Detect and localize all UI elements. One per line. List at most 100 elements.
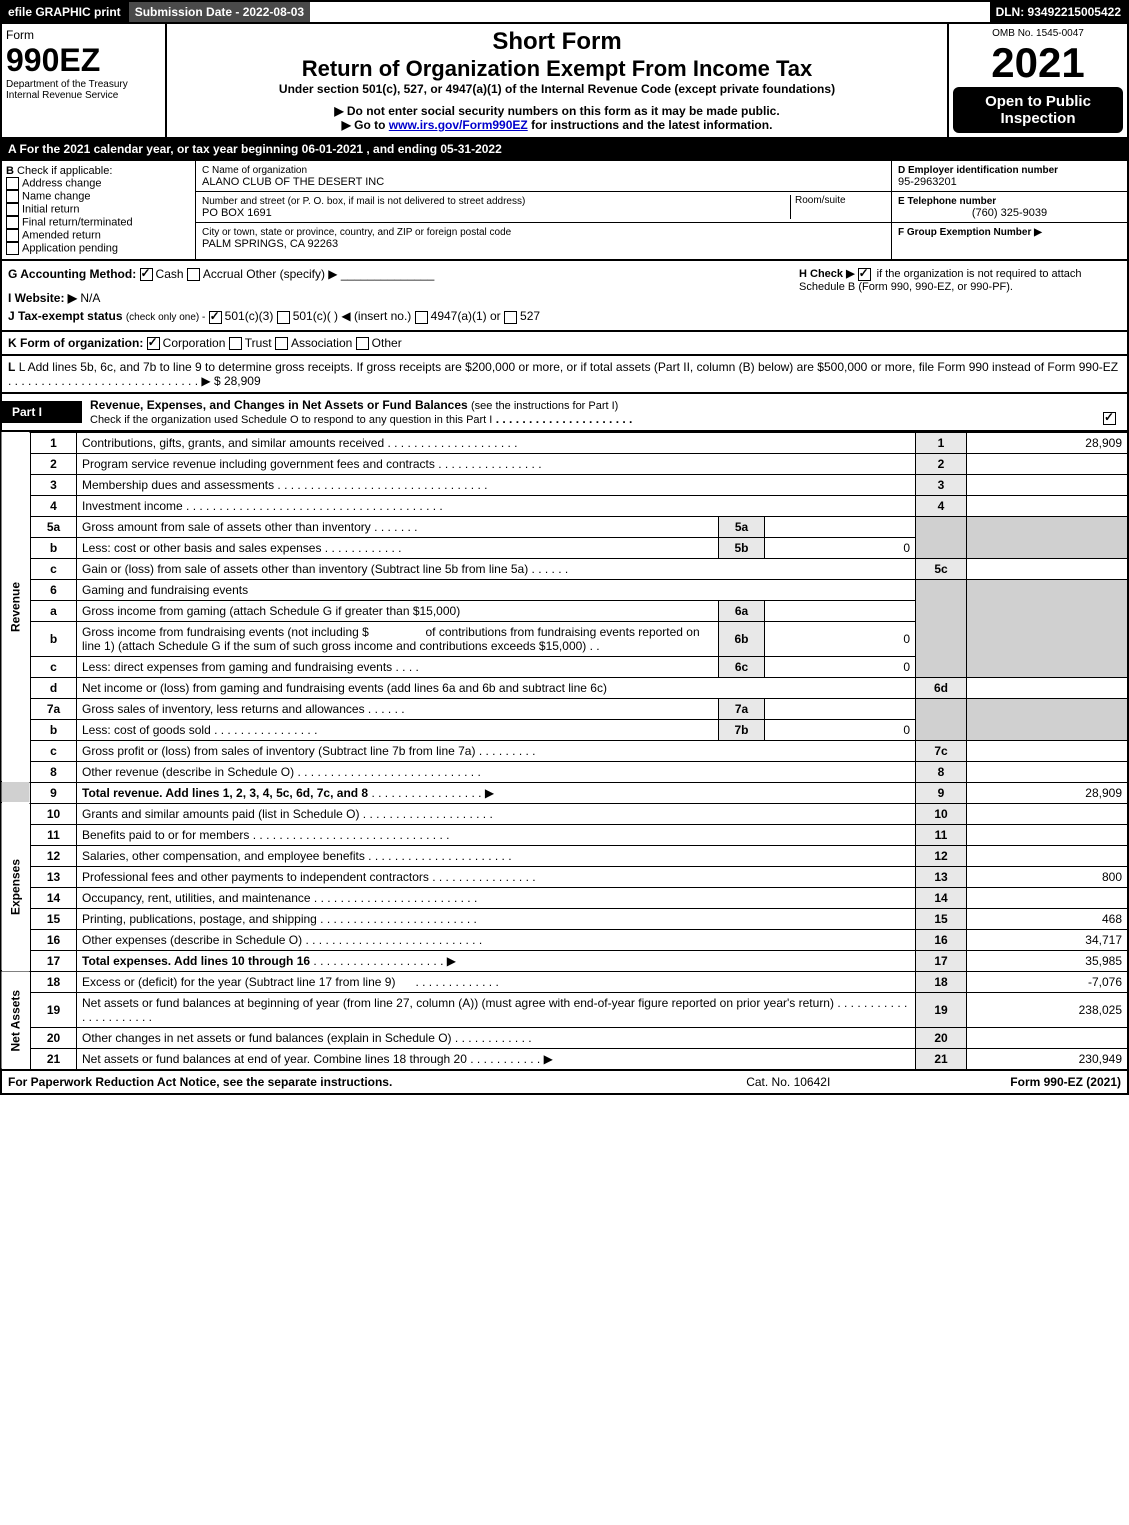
line-no: b xyxy=(31,537,77,558)
table-row: 13 Professional fees and other payments … xyxy=(1,866,1128,887)
sub-no: 6a xyxy=(719,600,765,621)
table-row: 20 Other changes in net assets or fund b… xyxy=(1,1027,1128,1048)
j-label: J Tax-exempt status xyxy=(8,309,123,323)
part-1-label: Part I xyxy=(2,401,82,423)
checkbox-corporation[interactable] xyxy=(147,337,160,350)
checkbox-527[interactable] xyxy=(504,311,517,324)
column-c: C Name of organization ALANO CLUB OF THE… xyxy=(196,161,892,259)
line-desc: Less: direct expenses from gaming and fu… xyxy=(82,660,392,674)
line-amount xyxy=(967,558,1129,579)
sub-no: 6b xyxy=(719,621,765,656)
sub-no: 7b xyxy=(719,719,765,740)
table-row: 8 Other revenue (describe in Schedule O)… xyxy=(1,761,1128,782)
street-row: Number and street (or P. O. box, if mail… xyxy=(196,192,891,223)
line-amount xyxy=(967,845,1129,866)
table-row: 7a Gross sales of inventory, less return… xyxy=(1,698,1128,719)
line-no: 16 xyxy=(31,929,77,950)
table-row: d Net income or (loss) from gaming and f… xyxy=(1,677,1128,698)
irs-link[interactable]: www.irs.gov/Form990EZ xyxy=(389,118,528,132)
line-no: 17 xyxy=(31,950,77,971)
checkbox-501c[interactable] xyxy=(277,311,290,324)
table-row: 3 Membership dues and assessments . . . … xyxy=(1,474,1128,495)
line-no: 1 xyxy=(31,432,77,453)
ssn-warning: ▶ Do not enter social security numbers o… xyxy=(171,104,943,118)
line-num: 9 xyxy=(916,782,967,803)
checkbox-name-change[interactable] xyxy=(6,190,19,203)
checkbox-address-change[interactable] xyxy=(6,177,19,190)
line-num: 3 xyxy=(916,474,967,495)
j-sub: (check only one) - xyxy=(126,312,205,323)
line-no: 5a xyxy=(31,516,77,537)
opt-accrual: Accrual xyxy=(203,267,243,281)
line-amount xyxy=(967,887,1129,908)
line-num: 8 xyxy=(916,761,967,782)
line-desc: Gaming and fundraising events xyxy=(77,579,916,600)
checkbox-501c3[interactable] xyxy=(209,311,222,324)
table-row: 19 Net assets or fund balances at beginn… xyxy=(1,992,1128,1027)
table-row: Net Assets 18 Excess or (deficit) for th… xyxy=(1,971,1128,992)
checkbox-trust[interactable] xyxy=(229,337,242,350)
line-amount xyxy=(967,474,1129,495)
line-no: a xyxy=(31,600,77,621)
side-revenue: Revenue xyxy=(1,432,31,782)
sub-val xyxy=(765,698,916,719)
line-num: 1 xyxy=(916,432,967,453)
checkbox-other-org[interactable] xyxy=(356,337,369,350)
table-row: 6 Gaming and fundraising events xyxy=(1,579,1128,600)
grey-cell xyxy=(967,579,1129,677)
checkbox-cash[interactable] xyxy=(140,268,153,281)
checkbox-final-return[interactable] xyxy=(6,216,19,229)
grey-cell xyxy=(967,698,1129,740)
submission-date: Submission Date - 2022-08-03 xyxy=(127,2,310,22)
short-form-title: Short Form xyxy=(171,28,943,56)
k-label: K Form of organization: xyxy=(8,336,143,350)
opt-527: 527 xyxy=(520,309,540,323)
table-row: 17 Total expenses. Add lines 10 through … xyxy=(1,950,1128,971)
line-amount xyxy=(967,495,1129,516)
line-amount: 28,909 xyxy=(967,782,1129,803)
line-amount xyxy=(967,824,1129,845)
checkbox-schedule-o-part1[interactable] xyxy=(1103,412,1116,425)
line-desc: Other expenses (describe in Schedule O) xyxy=(82,933,302,947)
sub-no: 5a xyxy=(719,516,765,537)
line-desc: Benefits paid to or for members xyxy=(82,828,249,842)
part-1-see: (see the instructions for Part I) xyxy=(471,400,618,412)
opt-501c3: 501(c)(3) xyxy=(225,309,274,323)
line-no: 18 xyxy=(31,971,77,992)
table-row: 21 Net assets or fund balances at end of… xyxy=(1,1048,1128,1070)
line-amount xyxy=(967,453,1129,474)
form-label: Form xyxy=(6,28,161,42)
line-num: 19 xyxy=(916,992,967,1027)
line-num: 7c xyxy=(916,740,967,761)
part-1-title: Revenue, Expenses, and Changes in Net As… xyxy=(82,394,1127,430)
checkbox-accrual[interactable] xyxy=(187,268,200,281)
tax-year: 2021 xyxy=(953,39,1123,87)
efile-label: efile GRAPHIC print xyxy=(2,2,127,22)
line-no: b xyxy=(31,621,77,656)
line-desc: Other revenue (describe in Schedule O) xyxy=(82,765,294,779)
city-row: City or town, state or province, country… xyxy=(196,223,891,253)
line-no: 10 xyxy=(31,803,77,824)
line-desc: Less: cost or other basis and sales expe… xyxy=(82,541,321,555)
line-no: c xyxy=(31,656,77,677)
checkbox-amended-return[interactable] xyxy=(6,229,19,242)
checkbox-association[interactable] xyxy=(275,337,288,350)
table-row: 5a Gross amount from sale of assets othe… xyxy=(1,516,1128,537)
checkbox-initial-return[interactable] xyxy=(6,203,19,216)
line-amount: 800 xyxy=(967,866,1129,887)
checkbox-4947[interactable] xyxy=(415,311,428,324)
checkbox-application-pending[interactable] xyxy=(6,242,19,255)
table-row: 15 Printing, publications, postage, and … xyxy=(1,908,1128,929)
line-no: 4 xyxy=(31,495,77,516)
street-value: PO BOX 1691 xyxy=(202,207,272,219)
goto-post: for instructions and the latest informat… xyxy=(528,118,773,132)
line-desc: Gross income from gaming (attach Schedul… xyxy=(82,604,460,618)
table-row: 16 Other expenses (describe in Schedule … xyxy=(1,929,1128,950)
opt-cash: Cash xyxy=(156,267,184,281)
checkbox-schedule-b[interactable] xyxy=(858,268,871,281)
line-desc: Total revenue. Add lines 1, 2, 3, 4, 5c,… xyxy=(82,786,368,800)
line-num: 14 xyxy=(916,887,967,908)
line-num: 10 xyxy=(916,803,967,824)
line-no: 15 xyxy=(31,908,77,929)
h-label: H Check ▶ xyxy=(799,268,855,280)
